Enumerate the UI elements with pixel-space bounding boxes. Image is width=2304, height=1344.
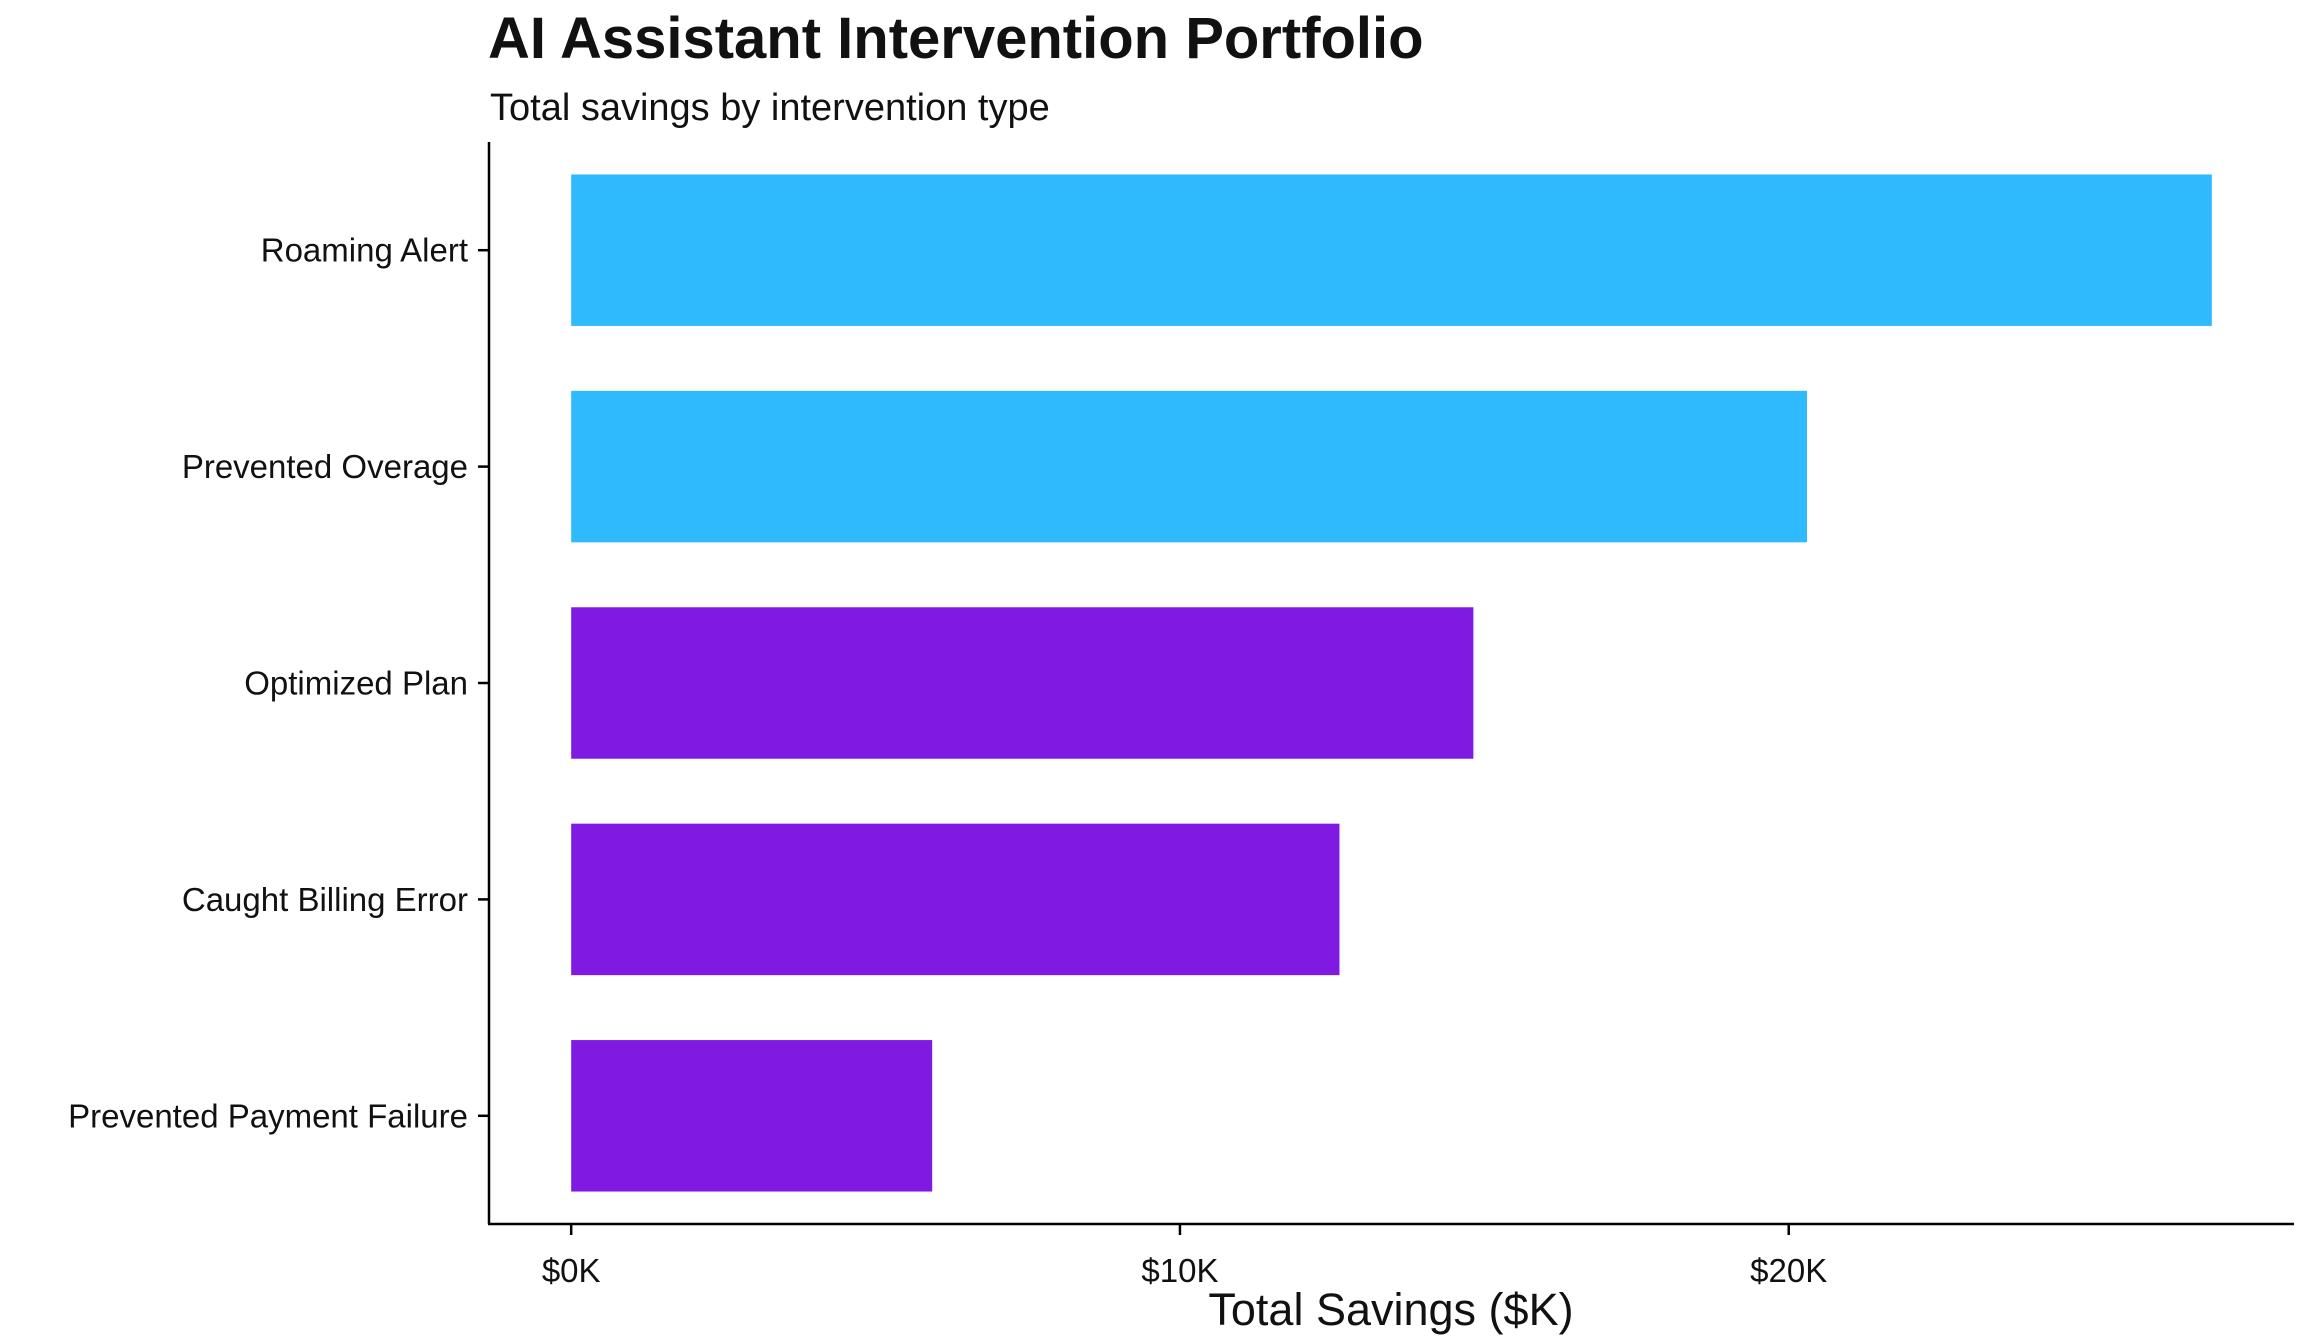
chart-subtitle: Total savings by intervention type bbox=[490, 87, 1050, 129]
category-label: Caught Billing Error bbox=[182, 881, 468, 918]
bar-optimized-plan bbox=[571, 607, 1474, 759]
x-axis-ticks: $0K $10K $20K bbox=[542, 1224, 1827, 1289]
bar-caught-billing-error bbox=[571, 823, 1340, 976]
bar-prevented-overage bbox=[571, 390, 1807, 543]
category-labels: Roaming Alert Prevented Overage Optimized … bbox=[68, 232, 489, 1134]
chart-title: AI Assistant Intervention Portfolio bbox=[488, 6, 1424, 71]
category-label: Prevented Payment Failure bbox=[68, 1097, 468, 1134]
category-label: Optimized Plan bbox=[244, 665, 468, 702]
x-tick-label: $10K bbox=[1141, 1252, 1218, 1289]
x-tick-label: $20K bbox=[1750, 1252, 1827, 1289]
x-axis-title: Total Savings ($K) bbox=[1208, 1284, 1573, 1335]
x-tick-label: $0K bbox=[542, 1252, 601, 1289]
bars-group bbox=[571, 174, 2212, 1192]
bar-roaming-alert bbox=[571, 174, 2212, 326]
bar-prevented-payment-failure bbox=[571, 1040, 933, 1192]
category-label: Roaming Alert bbox=[261, 232, 468, 269]
category-label: Prevented Overage bbox=[182, 448, 468, 485]
